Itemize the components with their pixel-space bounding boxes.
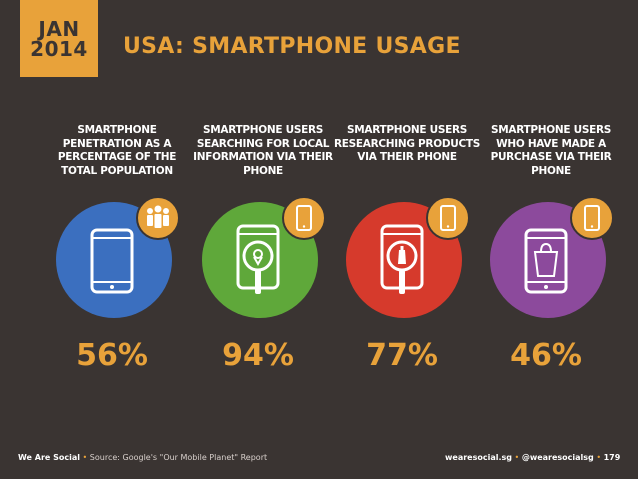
metric-purchase: SMARTPHONE USERS WHO HAVE MADE A PURCHAS… [476,124,626,373]
footer-source-text: Source: Google's "Our Mobile Planet" Rep… [89,453,268,462]
smartphone-icon [90,228,134,294]
metric-penetration: SMARTPHONE PENETRATION AS A PERCENTAGE O… [42,124,192,373]
date-year: 2014 [30,36,88,61]
product-search-icon [380,224,424,294]
footer-separator: • [514,453,520,462]
people-icon [136,196,180,240]
metric-label: SMARTPHONE PENETRATION AS A PERCENTAGE O… [57,124,177,177]
smartphone-icon [570,196,614,240]
footer-links: wearesocial.sg • @wearesocialsg • 179 [445,453,620,462]
smartphone-icon [426,196,470,240]
date-tab: JAN 2014 [20,0,98,77]
metric-value: 77% [366,338,438,373]
metric-product-research: SMARTPHONE USERS RESEARCHING PRODUCTS VI… [332,124,482,373]
footer-handle[interactable]: @wearesocialsg [521,453,594,462]
metric-value: 56% [76,338,148,373]
smartphone-icon [282,196,326,240]
footer-source: We Are Social • Source: Google's "Our Mo… [18,453,267,462]
metric-graphic [346,196,470,318]
metric-label: SMARTPHONE USERS WHO HAVE MADE A PURCHAS… [490,124,612,177]
metric-graphic [490,196,614,318]
metric-value: 46% [510,338,582,373]
metric-value: 94% [222,338,294,373]
footer-brand: We Are Social [18,453,80,462]
footer-website[interactable]: wearesocial.sg [445,453,512,462]
metric-label: SMARTPHONE USERS RESEARCHING PRODUCTS VI… [333,124,481,163]
date-month: JAN [38,16,80,41]
location-search-icon [236,224,280,294]
footer-separator: • [82,453,88,462]
metric-graphic [56,196,180,318]
shopping-bag-icon [524,228,568,294]
footer-separator: • [596,453,602,462]
page-title: USA: SMARTPHONE USAGE [123,34,461,59]
metric-graphic [202,196,326,318]
metric-local-search: SMARTPHONE USERS SEARCHING FOR LOCAL INF… [188,124,338,373]
page-number: 179 [603,453,621,462]
metric-label: SMARTPHONE USERS SEARCHING FOR LOCAL INF… [193,124,333,177]
